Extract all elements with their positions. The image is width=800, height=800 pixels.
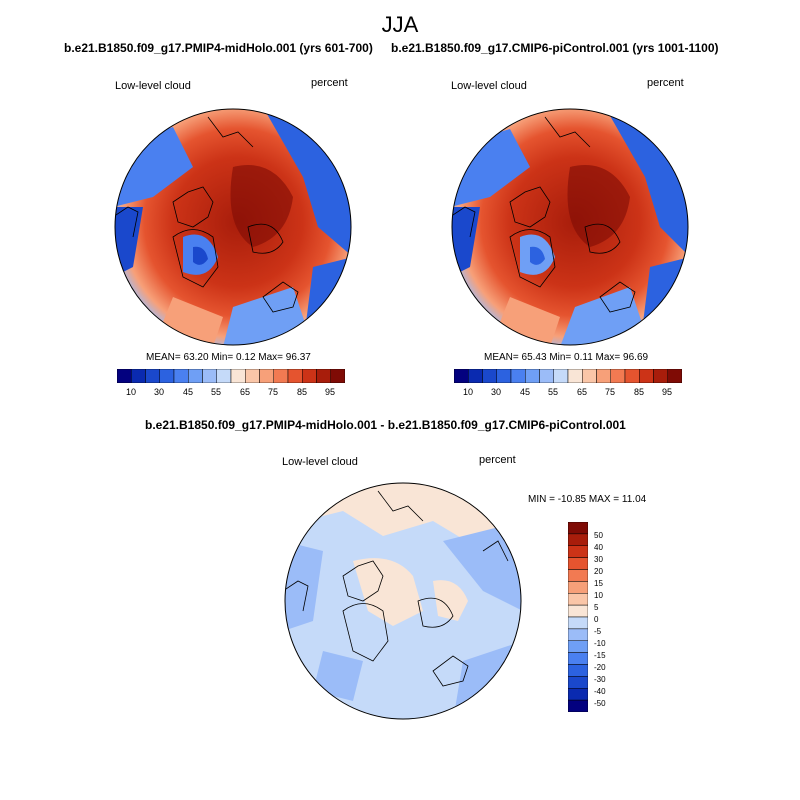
- panel-1-title: b.e21.B1850.f09_g17.PMIP4-midHolo.001 (y…: [64, 41, 373, 55]
- colorbar-tick: 30: [153, 387, 164, 397]
- panel-1-colorbar: [117, 369, 345, 383]
- colorbar-tick: 5: [594, 603, 599, 612]
- colorbar-tick: -20: [594, 663, 606, 672]
- panel-2-units-label: percent: [647, 77, 684, 89]
- difference-polar-map: [284, 482, 522, 720]
- colorbar-swatch: [302, 369, 317, 383]
- colorbar-tick: -50: [594, 699, 606, 708]
- colorbar-swatch: [188, 369, 203, 383]
- panel-2-polar-map: [451, 108, 689, 346]
- colorbar-swatch: [568, 557, 588, 570]
- colorbar-swatch: [468, 369, 483, 383]
- panel-2-stats: MEAN= 65.43 Min= 0.11 Max= 96.69: [484, 352, 649, 363]
- colorbar-tick: -30: [594, 675, 606, 684]
- panel-2-title: b.e21.B1850.f09_g17.CMIP6-piControl.001 …: [391, 41, 719, 55]
- season-title: JJA: [381, 12, 419, 37]
- colorbar-swatch: [216, 369, 232, 383]
- colorbar-tick: 45: [519, 387, 530, 397]
- difference-colorbar: [568, 522, 588, 712]
- colorbar-swatch: [553, 369, 569, 383]
- colorbar-swatch: [131, 369, 146, 383]
- colorbar-swatch: [568, 533, 588, 546]
- colorbar-tick: 85: [633, 387, 644, 397]
- colorbar-swatch: [287, 369, 303, 383]
- colorbar-swatch: [567, 369, 583, 383]
- panel-1-polar-map: [114, 108, 352, 346]
- colorbar-swatch: [568, 676, 588, 689]
- colorbar-swatch: [568, 581, 588, 594]
- colorbar-tick: 75: [267, 387, 278, 397]
- colorbar-swatch: [568, 593, 588, 606]
- colorbar-swatch: [510, 369, 526, 383]
- colorbar-swatch: [568, 545, 588, 558]
- colorbar-tick: -5: [594, 627, 602, 636]
- colorbar-swatch: [539, 369, 554, 383]
- colorbar-swatch: [653, 369, 668, 383]
- colorbar-swatch: [568, 616, 588, 630]
- colorbar-swatch: [202, 369, 217, 383]
- colorbar-swatch: [230, 369, 246, 383]
- colorbar-swatch: [482, 369, 497, 383]
- colorbar-swatch: [568, 640, 588, 653]
- colorbar-swatch: [273, 369, 289, 383]
- colorbar-tick: -40: [594, 687, 606, 696]
- difference-title: b.e21.B1850.f09_g17.PMIP4-midHolo.001 - …: [145, 418, 626, 432]
- colorbar-swatch: [117, 369, 132, 383]
- colorbar-swatch: [568, 628, 588, 641]
- colorbar-swatch: [568, 522, 588, 535]
- colorbar-swatch: [145, 369, 160, 383]
- colorbar-swatch: [454, 369, 469, 383]
- colorbar-tick: 65: [576, 387, 587, 397]
- colorbar-swatch: [639, 369, 654, 383]
- colorbar-tick: 55: [547, 387, 558, 397]
- colorbar-tick: -10: [594, 639, 606, 648]
- colorbar-tick: 30: [594, 555, 603, 564]
- panel-2-colorbar: [454, 369, 682, 383]
- colorbar-swatch: [610, 369, 626, 383]
- colorbar-tick: 20: [594, 567, 603, 576]
- colorbar-tick: 50: [594, 531, 603, 540]
- colorbar-swatch: [568, 688, 588, 701]
- colorbar-tick: 40: [594, 543, 603, 552]
- colorbar-tick: 10: [594, 591, 603, 600]
- colorbar-swatch: [525, 369, 540, 383]
- panel-1-stats: MEAN= 63.20 Min= 0.12 Max= 96.37: [146, 352, 311, 363]
- panel-1-units-label: percent: [311, 77, 348, 89]
- colorbar-swatch: [330, 369, 345, 383]
- colorbar-tick: 30: [490, 387, 501, 397]
- colorbar-tick: -15: [594, 651, 606, 660]
- colorbar-tick: 10: [462, 387, 473, 397]
- colorbar-swatch: [568, 664, 588, 677]
- panel-2-variable-label: Low-level cloud: [451, 80, 527, 92]
- panel-1-variable-label: Low-level cloud: [115, 80, 191, 92]
- colorbar-swatch: [568, 699, 588, 712]
- colorbar-swatch: [259, 369, 274, 383]
- colorbar-swatch: [496, 369, 512, 383]
- colorbar-swatch: [667, 369, 682, 383]
- colorbar-swatch: [582, 369, 597, 383]
- colorbar-tick: 0: [594, 615, 599, 624]
- colorbar-swatch: [245, 369, 260, 383]
- colorbar-tick: 75: [604, 387, 615, 397]
- colorbar-swatch: [568, 652, 588, 665]
- difference-variable-label: Low-level cloud: [282, 456, 358, 468]
- colorbar-swatch: [624, 369, 640, 383]
- colorbar-swatch: [568, 604, 588, 618]
- colorbar-swatch: [316, 369, 331, 383]
- colorbar-tick: 65: [239, 387, 250, 397]
- colorbar-swatch: [568, 569, 588, 582]
- colorbar-tick: 95: [324, 387, 335, 397]
- colorbar-swatch: [596, 369, 611, 383]
- colorbar-tick: 85: [296, 387, 307, 397]
- colorbar-tick: 95: [661, 387, 672, 397]
- difference-units-label: percent: [479, 454, 516, 466]
- colorbar-tick: 55: [210, 387, 221, 397]
- difference-minmax: MIN = -10.85 MAX = 11.04: [528, 494, 647, 505]
- colorbar-swatch: [173, 369, 189, 383]
- colorbar-tick: 10: [125, 387, 136, 397]
- colorbar-tick: 15: [594, 579, 603, 588]
- colorbar-swatch: [159, 369, 175, 383]
- colorbar-tick: 45: [182, 387, 193, 397]
